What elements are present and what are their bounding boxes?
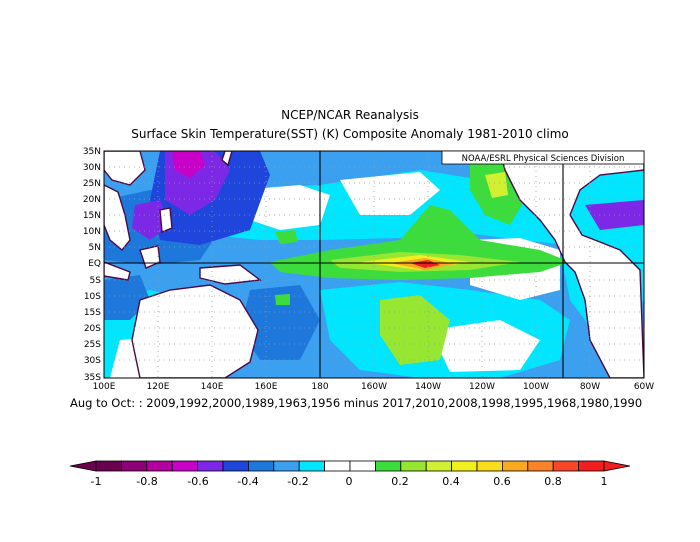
lon-tick: 80W xyxy=(580,382,600,392)
lat-tick: 35N xyxy=(83,147,101,157)
colorbar-swatch xyxy=(197,460,224,472)
lat-tick-labels: 35N 30N 25N 20N 15N 10N 5N EQ 5S 10S 15S… xyxy=(83,147,101,383)
lat-tick: 25N xyxy=(83,179,101,189)
anomaly-field xyxy=(104,151,644,378)
lon-tick: 160E xyxy=(255,382,278,392)
lon-tick: 100W xyxy=(523,382,549,392)
lon-tick: 160W xyxy=(361,382,387,392)
colorbar-label: 1 xyxy=(601,475,608,488)
graticule xyxy=(104,151,644,378)
field-patch xyxy=(240,185,330,230)
lon-tick: 120E xyxy=(147,382,170,392)
colorbar-swatch xyxy=(171,460,198,472)
lon-tick: 100E xyxy=(93,382,116,392)
colorbar-swatch xyxy=(273,460,300,472)
colorbar-swatch xyxy=(349,460,376,472)
colorbar-swatch xyxy=(527,460,554,472)
map-subtitle: Surface Skin Temperature(SST) (K) Compos… xyxy=(131,127,569,141)
colorbar-arrow-high xyxy=(603,460,631,472)
colorbar-swatch xyxy=(476,460,503,472)
colorbar-arrow-low xyxy=(69,460,97,472)
colorbar-swatch xyxy=(298,460,326,472)
composite-caption: Aug to Oct: : 2009,1992,2000,1989,1963,1… xyxy=(70,396,643,410)
colorbar-label: 0.6 xyxy=(493,475,511,488)
colorbar-label: -1 xyxy=(91,475,102,488)
land-philippines xyxy=(159,207,173,233)
lat-tick: 5S xyxy=(90,276,102,286)
colorbar-swatch xyxy=(146,460,173,472)
colorbar-label: 0 xyxy=(346,475,353,488)
colorbar-label: -0.8 xyxy=(136,475,157,488)
land-australia xyxy=(131,284,259,378)
field-patch xyxy=(275,294,290,305)
lat-tick: 5N xyxy=(89,243,101,253)
land-sumatra xyxy=(104,261,131,281)
colorbar-swatch xyxy=(400,460,427,472)
lat-tick: 35S xyxy=(84,373,101,383)
lat-tick: 15N xyxy=(83,211,101,221)
lat-tick: EQ xyxy=(88,259,101,269)
field-patch xyxy=(410,260,440,268)
colorbar-label: -0.4 xyxy=(237,475,258,488)
colorbar-swatch xyxy=(247,460,275,472)
reference-lines xyxy=(104,151,644,378)
colorbar-swatch xyxy=(451,460,478,472)
field-patch xyxy=(485,172,508,198)
colorbar-swatch xyxy=(501,460,529,472)
land-china xyxy=(104,151,146,186)
land-americas xyxy=(499,151,644,378)
lat-tick: 30S xyxy=(84,356,101,366)
credit-box xyxy=(441,150,645,165)
lat-tick: 15S xyxy=(84,308,101,318)
field-patch xyxy=(240,285,320,360)
land-southeast-asia xyxy=(104,184,131,251)
map-frame xyxy=(103,150,645,379)
field-patch xyxy=(380,295,450,365)
colorbar xyxy=(69,460,631,472)
colorbar-label: -0.6 xyxy=(187,475,208,488)
colorbar-swatch xyxy=(95,460,122,472)
lon-tick: 140W xyxy=(415,382,441,392)
colorbar-swatch xyxy=(374,460,402,472)
colorbar-labels: -1 -0.8 -0.6 -0.4 -0.2 0 0.2 0.4 0.6 0.8… xyxy=(91,475,608,488)
field-patch xyxy=(172,151,205,178)
coastlines xyxy=(104,151,644,378)
lon-tick: 60W xyxy=(634,382,654,392)
colorbar-swatch xyxy=(552,460,580,472)
lon-tick-labels: 100E 120E 140E 160E 180 160W 140W 120W 1… xyxy=(93,382,655,392)
lat-tick: 10N xyxy=(83,227,101,237)
colorbar-label: -0.2 xyxy=(287,475,308,488)
colorbar-swatch xyxy=(324,460,351,472)
colorbar-swatch xyxy=(578,460,605,472)
colorbar-swatch xyxy=(121,460,148,472)
land-new-guinea xyxy=(199,264,262,285)
lat-tick: 20N xyxy=(83,195,101,205)
lon-tick: 120W xyxy=(469,382,495,392)
colorbar-swatch xyxy=(425,460,453,472)
lon-tick: 180 xyxy=(311,382,328,392)
lat-tick: 20S xyxy=(84,324,101,334)
lat-tick: 10S xyxy=(84,292,101,302)
map-title: NCEP/NCAR Reanalysis xyxy=(281,108,419,122)
field-patch xyxy=(430,320,540,372)
lat-tick: 25S xyxy=(84,340,101,350)
field-patch xyxy=(275,230,298,244)
colorbar-label: 0.2 xyxy=(391,475,409,488)
lon-tick: 140E xyxy=(201,382,224,392)
colorbar-label: 0.8 xyxy=(544,475,562,488)
land-japan xyxy=(221,151,233,167)
colorbar-swatch xyxy=(222,460,249,472)
credit-text: NOAA/ESRL Physical Sciences Division xyxy=(462,154,625,164)
lat-tick: 30N xyxy=(83,163,101,173)
colorbar-label: 0.4 xyxy=(442,475,460,488)
